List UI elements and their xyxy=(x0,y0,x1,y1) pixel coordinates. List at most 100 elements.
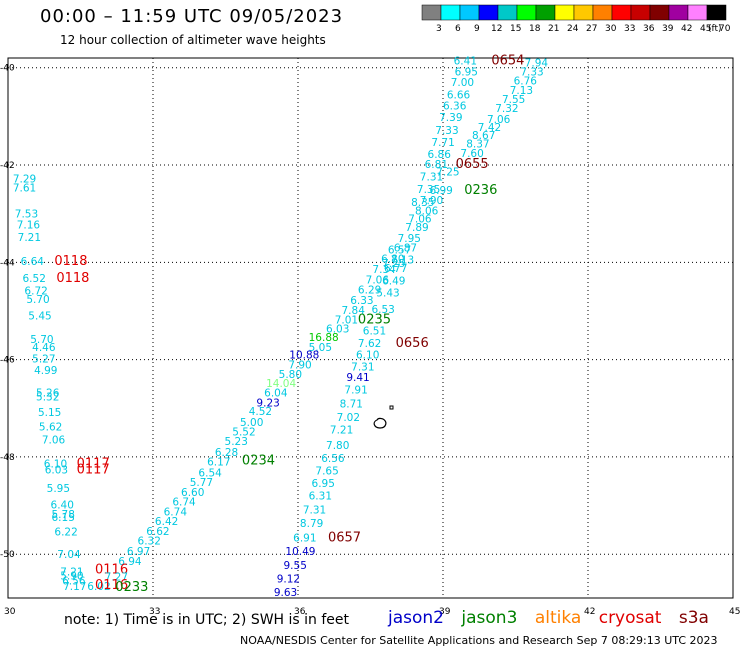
wave-height-value: 6.02 xyxy=(87,581,110,593)
wave-height-value: 6.81 xyxy=(425,159,448,171)
wave-height-value: 7.33 xyxy=(435,125,458,137)
wave-height-value: 14.04 xyxy=(266,378,296,390)
wave-height-value: 6.97 xyxy=(127,546,150,558)
colorbar-swatch xyxy=(592,4,613,21)
wave-height-value: 6.28 xyxy=(215,447,238,459)
wave-height-value: 7.94 xyxy=(525,57,549,69)
colorbar-tick: 39 xyxy=(662,24,674,34)
island-outline xyxy=(373,405,394,429)
wave-height-value: 7.04 xyxy=(57,549,81,561)
wave-height-value: 8.79 xyxy=(300,518,323,530)
wave-height-value: 7.31 xyxy=(303,504,326,516)
wave-height-value: 6.10 xyxy=(44,459,67,471)
footer-note: note: 1) Time is in UTC; 2) SWH is in fe… xyxy=(64,612,350,628)
wave-height-value: 8.06 xyxy=(415,206,439,218)
lat-tick-label: -46 xyxy=(0,356,15,366)
wave-height-value: 6.99 xyxy=(429,185,452,197)
wave-height-value: 7.90 xyxy=(420,195,443,207)
colorbar-swatch xyxy=(440,4,461,21)
pass-time-label: 0656 xyxy=(396,336,429,351)
colorbar-tick: 18 xyxy=(529,24,541,34)
wave-height-value: 7.27 xyxy=(105,571,128,583)
wave-height-value: 7.35 xyxy=(417,184,440,196)
pass-time-label: 0657 xyxy=(328,531,361,546)
colorbar-swatch xyxy=(478,4,499,21)
colorbar-tick: 36 xyxy=(643,24,655,34)
wave-height-value: 6.17 xyxy=(207,457,230,469)
wave-height-value: 6.56 xyxy=(321,453,345,465)
wave-height-value: 6.29 xyxy=(358,284,381,296)
colorbar-tick: 27 xyxy=(586,24,597,34)
pass-time-label: 0116 xyxy=(95,563,128,578)
wave-height-value: 7.06 xyxy=(487,114,511,126)
wave-height-value: 4.52 xyxy=(249,406,272,418)
lat-tick-label: -42 xyxy=(0,161,15,171)
wave-height-value: 9.63 xyxy=(274,587,297,599)
wave-height-value: 7.13 xyxy=(391,254,414,266)
wave-height-value: 7.84 xyxy=(342,305,366,317)
wave-height-value: 7.42 xyxy=(478,122,501,134)
wave-height-value: 7.29 xyxy=(13,174,36,186)
wave-height-value: 7.02 xyxy=(337,412,360,424)
pass-time-label: 0234 xyxy=(242,454,275,469)
wave-height-value: 5.23 xyxy=(225,436,248,448)
lon-tick-label: 45 xyxy=(729,607,740,617)
wave-height-value: 5.45 xyxy=(28,311,51,323)
wave-height-value: 5.27 xyxy=(32,354,55,366)
wave-height-value: 7.16 xyxy=(17,219,41,231)
pass-time-label: 0118 xyxy=(56,271,89,286)
colorbar-swatch xyxy=(611,4,632,21)
wave-height-value: 5.32 xyxy=(36,391,59,403)
wave-height-value: 7.39 xyxy=(439,112,462,124)
wave-height-value: 7.32 xyxy=(495,103,518,115)
colorbar-unit: (ft) xyxy=(708,24,722,34)
wave-height-value: 6.49 xyxy=(382,276,405,288)
pass-time-label: 0236 xyxy=(464,183,497,198)
colorbar-tick: 9 xyxy=(474,24,480,34)
colorbar-swatch xyxy=(573,4,594,21)
wave-height-value: 6.86 xyxy=(428,149,452,161)
wave-height-value: 8.67 xyxy=(472,130,495,142)
colorbar-swatch xyxy=(459,4,480,21)
wave-height-value: 7.17 xyxy=(63,581,86,593)
wave-height-value: 6.54 xyxy=(198,467,222,479)
wave-height-value: 6.74 xyxy=(172,497,196,509)
wave-height-value: 6.77 xyxy=(384,263,407,275)
wave-height-value: 8.37 xyxy=(466,139,489,151)
colorbar-tick: 24 xyxy=(567,24,579,34)
satellite-jason2: jason2 xyxy=(388,608,444,628)
colorbar-tick: 70 xyxy=(719,24,731,34)
wave-height-value: 8.71 xyxy=(340,398,363,410)
wave-height-value: 6.62 xyxy=(146,526,169,538)
wave-height-value: 6.40 xyxy=(51,499,74,511)
pass-time-label: 0655 xyxy=(456,157,489,172)
satellite-legend: jason2 jason3 altika cryosat s3a xyxy=(388,608,721,628)
wave-height-value: 5.43 xyxy=(376,287,399,299)
wave-height-value: 6.53 xyxy=(371,304,394,316)
wave-height-value: 6.41 xyxy=(454,55,477,67)
wave-height-value: 7.91 xyxy=(344,385,367,397)
lat-tick-label: -40 xyxy=(0,64,15,74)
lat-tick-label: -44 xyxy=(0,258,15,268)
wave-height-value: 7.62 xyxy=(358,338,381,350)
colorbar-swatch xyxy=(554,4,575,21)
pass-time-label: 0233 xyxy=(115,580,148,595)
wave-height-value: 4.99 xyxy=(34,365,57,377)
colorbar-tick: 42 xyxy=(681,24,692,34)
pass-time-label: 0116 xyxy=(95,578,128,593)
wave-height-value: 7.31 xyxy=(420,172,443,184)
wave-height-value: 7.00 xyxy=(451,77,474,89)
wave-height-value: 7.01 xyxy=(335,315,358,327)
colorbar-swatch xyxy=(649,4,670,21)
wave-height-value: 5.70 xyxy=(30,334,53,346)
wave-height-value: 7.55 xyxy=(502,94,525,106)
wave-height-value: 6.52 xyxy=(23,273,46,285)
pass-time-label: 0117 xyxy=(77,462,110,477)
colorbar-swatch xyxy=(668,4,689,21)
page-subtitle: 12 hour collection of altimeter wave hei… xyxy=(60,33,326,47)
wave-height-value: 7.33 xyxy=(520,67,543,79)
wave-height-value: 6.03 xyxy=(326,323,349,335)
wave-height-value: 7.06 xyxy=(408,213,432,225)
wave-height-value: 5.52 xyxy=(232,427,255,439)
